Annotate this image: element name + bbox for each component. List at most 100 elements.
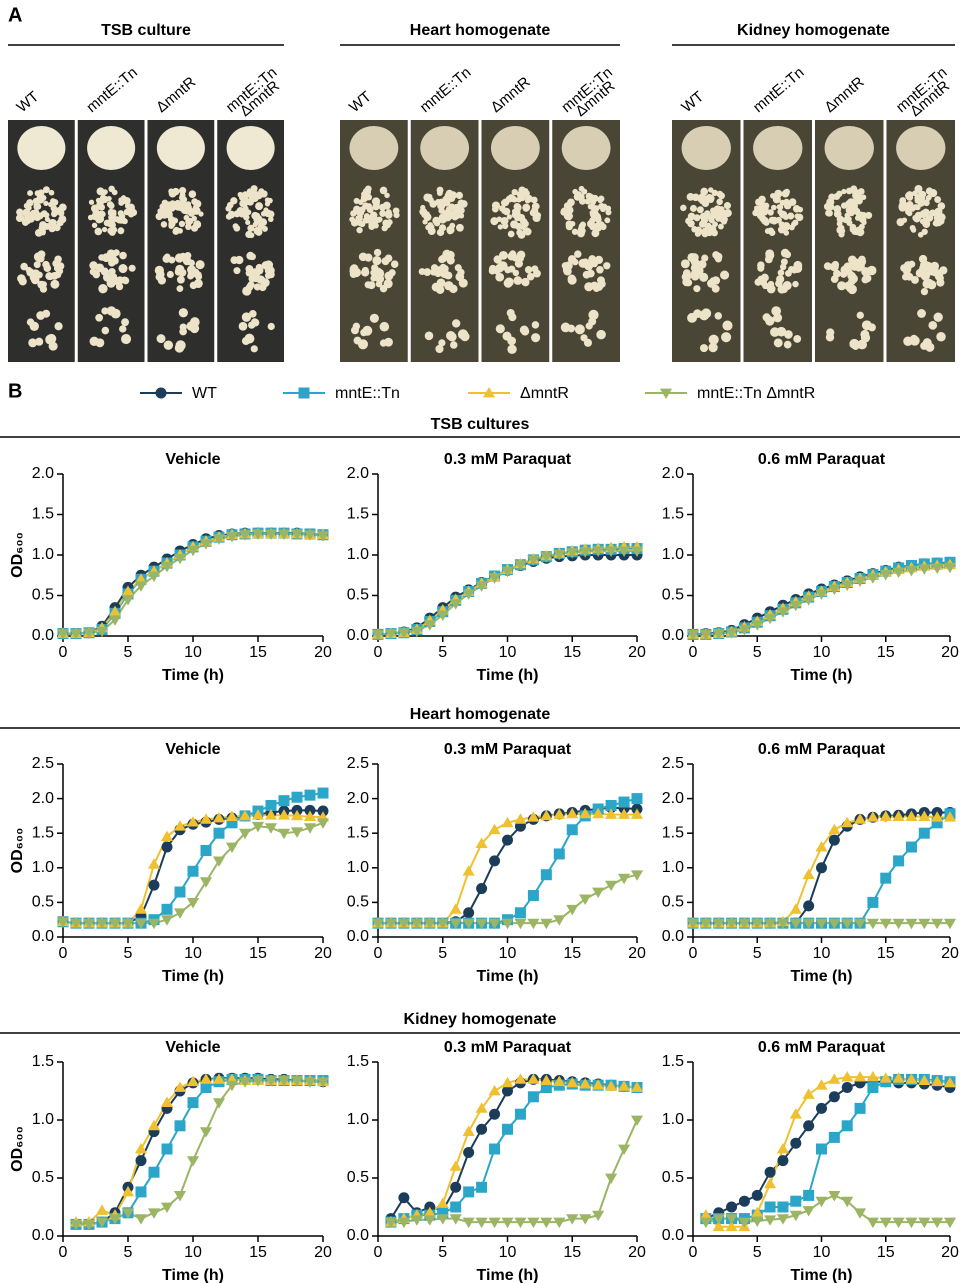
marker <box>149 880 160 891</box>
colony <box>350 265 359 274</box>
colony <box>857 340 867 350</box>
colony <box>700 199 706 205</box>
colony <box>502 332 511 341</box>
y-tick-label: 1.0 <box>32 1111 54 1128</box>
colony <box>783 230 789 236</box>
marker <box>790 1138 801 1149</box>
colony <box>721 332 731 342</box>
colony <box>579 259 588 268</box>
x-tick-label: 0 <box>59 644 68 661</box>
marker <box>292 792 303 803</box>
x-tick-label: 0 <box>374 644 383 661</box>
x-tick-label: 15 <box>877 644 895 661</box>
colony <box>496 324 505 333</box>
marker <box>489 1085 501 1095</box>
marker <box>803 1190 814 1201</box>
colony <box>427 222 433 228</box>
colony <box>108 203 114 209</box>
x-tick-label: 15 <box>563 1244 581 1261</box>
strain-label: ΔmntR <box>821 73 867 116</box>
y-tick-label: 1.5 <box>32 506 54 523</box>
chart-title: 0.6 mM Paraquat <box>758 741 886 758</box>
colony-spot <box>349 126 398 170</box>
colony <box>578 194 585 201</box>
colony <box>596 266 604 274</box>
colony <box>428 227 436 235</box>
series-line <box>76 1081 323 1225</box>
x-tick-label: 5 <box>753 945 762 962</box>
colony <box>371 216 379 224</box>
y-tick-label: 0.5 <box>32 587 54 604</box>
colony <box>583 271 591 279</box>
colony <box>784 189 790 195</box>
colony <box>586 322 593 329</box>
marker <box>816 862 827 873</box>
marker <box>829 1091 840 1102</box>
colony <box>826 333 834 341</box>
marker <box>632 793 643 804</box>
colony <box>721 216 728 223</box>
colony-spot <box>753 126 802 170</box>
colony <box>53 224 60 231</box>
marker <box>567 824 578 835</box>
colony <box>245 220 250 225</box>
colony <box>784 341 792 349</box>
y-tick-label: 2.0 <box>347 465 369 482</box>
marker <box>815 1197 827 1207</box>
colony <box>797 207 803 213</box>
colony <box>242 312 251 321</box>
x-tick-label: 10 <box>813 1244 831 1261</box>
marker <box>213 856 225 866</box>
marker <box>605 1174 617 1184</box>
colony <box>591 229 599 237</box>
series-line <box>378 551 637 634</box>
colony <box>168 223 174 229</box>
marker <box>816 1103 827 1114</box>
x-tick-label: 15 <box>249 1244 267 1261</box>
marker <box>162 842 173 853</box>
y-tick-label: 0.0 <box>347 627 369 644</box>
colony <box>712 285 720 293</box>
colony <box>505 277 514 286</box>
y-tick-label: 1.0 <box>347 859 369 876</box>
y-tick-label: 1.0 <box>662 1111 684 1128</box>
colony <box>393 207 400 214</box>
colony <box>862 320 872 330</box>
colony <box>253 216 261 224</box>
colony <box>522 204 530 212</box>
colony <box>169 190 177 198</box>
colony <box>934 313 943 322</box>
colony <box>916 269 925 278</box>
colony <box>574 250 581 257</box>
colony <box>268 323 275 330</box>
colony <box>695 231 701 237</box>
x-axis-label: Time (h) <box>791 1267 853 1283</box>
colony <box>699 310 709 320</box>
colony <box>846 206 854 214</box>
colony <box>95 216 103 224</box>
colony <box>228 211 236 219</box>
colony <box>846 216 851 221</box>
y-tick-label: 2.5 <box>32 755 54 772</box>
colony <box>247 198 254 205</box>
colony <box>380 187 388 195</box>
y-tick-label: 2.5 <box>662 755 684 772</box>
colony <box>111 209 116 214</box>
colony <box>761 217 769 225</box>
colony <box>438 203 445 210</box>
colony <box>251 345 258 352</box>
y-tick-label: 2.0 <box>662 790 684 807</box>
y-tick-label: 0.0 <box>662 627 684 644</box>
colony <box>513 276 522 285</box>
colony <box>720 271 729 280</box>
colony <box>459 213 465 219</box>
strain-label: WT <box>678 88 707 116</box>
colony <box>774 338 783 347</box>
group-title: Heart homogenate <box>410 22 551 39</box>
colony <box>121 334 131 344</box>
colony <box>351 326 359 334</box>
colony <box>720 210 726 216</box>
x-tick-label: 10 <box>499 945 517 962</box>
colony <box>514 203 521 210</box>
colony <box>687 193 695 201</box>
